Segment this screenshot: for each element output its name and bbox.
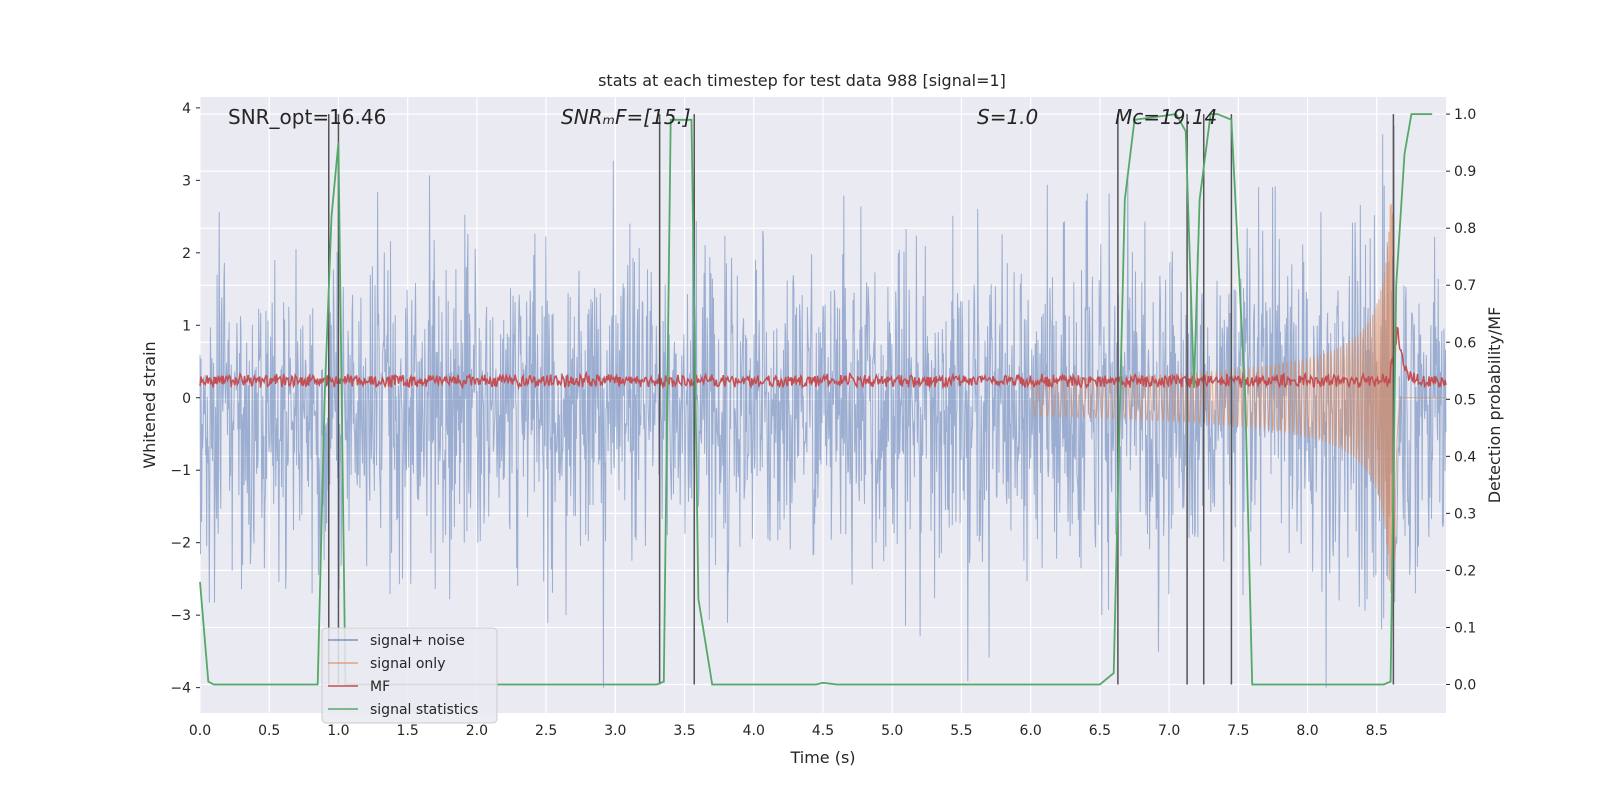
traces bbox=[199, 113, 1447, 688]
legend-box bbox=[321, 627, 498, 724]
x-tick-label: 0.0 bbox=[189, 723, 211, 739]
annotation-snr-mf: SNRₘF=[15.] bbox=[561, 105, 691, 129]
x-tick-label: 8.5 bbox=[1366, 723, 1388, 739]
x-tick-label: 3.5 bbox=[673, 723, 695, 739]
y-tick-label-left: −4 bbox=[170, 681, 191, 697]
x-tick-label: 5.5 bbox=[950, 723, 972, 739]
x-tick-label: 0.5 bbox=[258, 723, 280, 739]
series-signal-only bbox=[1030, 202, 1446, 594]
annotation-mc: Mᴄ=19.14 bbox=[1115, 105, 1217, 129]
x-tick-label: 1.0 bbox=[327, 723, 349, 739]
x-tick-label: 2.5 bbox=[535, 723, 557, 739]
y-tick-label-right: 0.8 bbox=[1454, 221, 1476, 237]
y-tick-label-left: 2 bbox=[182, 246, 191, 262]
y-tick-label-left: 3 bbox=[182, 173, 191, 189]
x-tick-label: 7.5 bbox=[1227, 723, 1249, 739]
x-tick-label: 7.0 bbox=[1158, 723, 1180, 739]
y-tick-label-right: 0.1 bbox=[1454, 620, 1476, 636]
series-mf bbox=[199, 326, 1447, 391]
y-axis-label-left: Whitened strain bbox=[140, 341, 159, 468]
y-tick-label-left: 0 bbox=[182, 391, 191, 407]
y-tick-label-right: 1.0 bbox=[1454, 107, 1476, 123]
y-tick-label-right: 0.5 bbox=[1454, 392, 1476, 408]
y-tick-label-right: 0.0 bbox=[1454, 677, 1476, 693]
y-tick-label-left: −2 bbox=[170, 536, 191, 552]
annotation-snr-opt: SNR_opt=16.46 bbox=[228, 105, 386, 129]
x-tick-label: 4.5 bbox=[812, 723, 834, 739]
y-axis-label-right: Detection probability/MF bbox=[1485, 307, 1504, 504]
y-tick-label-right: 0.9 bbox=[1454, 164, 1476, 180]
legend-entry: signal+ noise bbox=[370, 633, 465, 649]
ticks: 0.0 0.5 1.0 1.5 2.0 2.5 3.0 3.5 4.0 4.5 5.0 5.5 6.0 6… bbox=[170, 101, 1476, 739]
y-tick-label-left: 4 bbox=[182, 101, 191, 117]
legend-entry: signal statistics bbox=[370, 702, 478, 718]
legend-entry: MF bbox=[370, 679, 390, 695]
x-tick-label: 6.0 bbox=[1020, 723, 1042, 739]
annotation-s-stat: S=1.0 bbox=[977, 105, 1038, 129]
y-tick-label-right: 0.6 bbox=[1454, 335, 1476, 351]
y-tick-label-left: 1 bbox=[182, 318, 191, 334]
x-tick-label: 1.5 bbox=[397, 723, 419, 739]
annotations: SNR_opt=16.46 SNRₘF=[15.] S=1.0 Mᴄ=19.14 bbox=[228, 105, 1217, 129]
x-axis-label: Time (s) bbox=[789, 748, 855, 767]
x-tick-label: 4.0 bbox=[743, 723, 765, 739]
series-signal-statistics bbox=[199, 113, 1433, 686]
legend: signal+ noise signal only MF signal statist… bbox=[321, 627, 498, 724]
x-tick-label: 2.0 bbox=[466, 723, 488, 739]
y-tick-label-left: −1 bbox=[170, 463, 191, 479]
y-tick-label-right: 0.7 bbox=[1454, 278, 1476, 294]
x-tick-label: 6.5 bbox=[1089, 723, 1111, 739]
y-tick-label-right: 0.2 bbox=[1454, 563, 1476, 579]
y-tick-label-left: −3 bbox=[170, 608, 191, 624]
legend-entry: signal only bbox=[370, 656, 445, 672]
chart-title: stats at each timestep for test data 988… bbox=[598, 71, 1006, 90]
x-tick-label: 3.0 bbox=[604, 723, 626, 739]
x-tick-label: 8.0 bbox=[1296, 723, 1318, 739]
y-tick-label-right: 0.4 bbox=[1454, 449, 1476, 465]
x-tick-label: 5.0 bbox=[881, 723, 903, 739]
y-tick-label-right: 0.3 bbox=[1454, 506, 1476, 522]
